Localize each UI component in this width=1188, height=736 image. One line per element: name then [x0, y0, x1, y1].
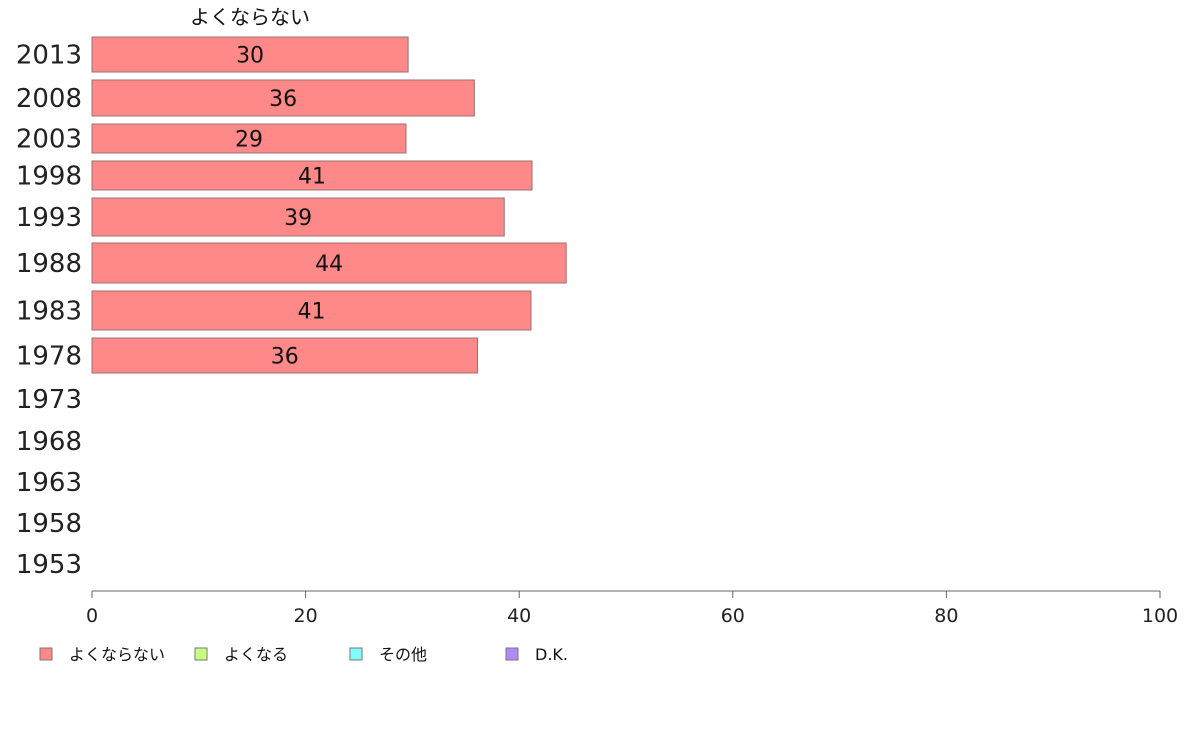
legend-label-3: D.K. — [535, 645, 568, 664]
category-label-1988: 1988 — [16, 249, 82, 279]
legend-label-2: その他 — [379, 645, 427, 664]
category-label-1968: 1968 — [16, 427, 82, 457]
bar-1983 — [91, 290, 532, 331]
bar-value-label-2008: 36 — [269, 87, 297, 112]
legend-swatch-0 — [39, 647, 53, 661]
category-label-1993: 1993 — [16, 203, 82, 233]
bar-value-label-1978: 36 — [271, 345, 299, 370]
category-label-1978: 1978 — [16, 342, 82, 372]
category-label-1953: 1953 — [16, 550, 82, 580]
category-label-1958: 1958 — [16, 509, 82, 539]
bar-2003 — [91, 123, 407, 154]
category-label-1973: 1973 — [16, 385, 82, 415]
x-tick-label-80: 80 — [934, 605, 958, 627]
bar-value-label-1983: 41 — [297, 300, 325, 325]
bar-2008 — [91, 79, 475, 117]
bar-2013 — [91, 36, 409, 73]
bar-1988 — [91, 242, 567, 284]
x-tick-label-20: 20 — [294, 605, 318, 627]
category-label-1963: 1963 — [16, 468, 82, 498]
x-tick-label-100: 100 — [1142, 605, 1178, 627]
x-tick-label-40: 40 — [507, 605, 531, 627]
bar-value-label-1998: 41 — [298, 165, 326, 190]
category-label-1983: 1983 — [16, 297, 82, 327]
bar-1978 — [91, 337, 479, 374]
category-label-2003: 2003 — [16, 125, 82, 155]
bar-1993 — [91, 197, 505, 237]
legend-swatch-3 — [505, 647, 519, 661]
legend-swatch-2 — [349, 647, 363, 661]
bar-value-label-2013: 30 — [236, 44, 264, 69]
bar-value-label-2003: 29 — [235, 128, 263, 153]
category-label-1998: 1998 — [16, 162, 82, 192]
legend-label-0: よくならない — [69, 645, 165, 664]
legend-label-1: よくなる — [224, 645, 288, 664]
bar-value-label-1993: 39 — [284, 206, 312, 231]
category-label-2013: 2013 — [16, 41, 82, 71]
bar-value-label-1988: 44 — [315, 252, 343, 277]
x-tick-label-60: 60 — [721, 605, 745, 627]
category-label-2008: 2008 — [16, 84, 82, 114]
x-tick-label-0: 0 — [86, 605, 98, 627]
legend-swatch-1 — [194, 647, 208, 661]
bar-1998 — [91, 160, 533, 191]
series-title: よくならない — [190, 5, 310, 29]
